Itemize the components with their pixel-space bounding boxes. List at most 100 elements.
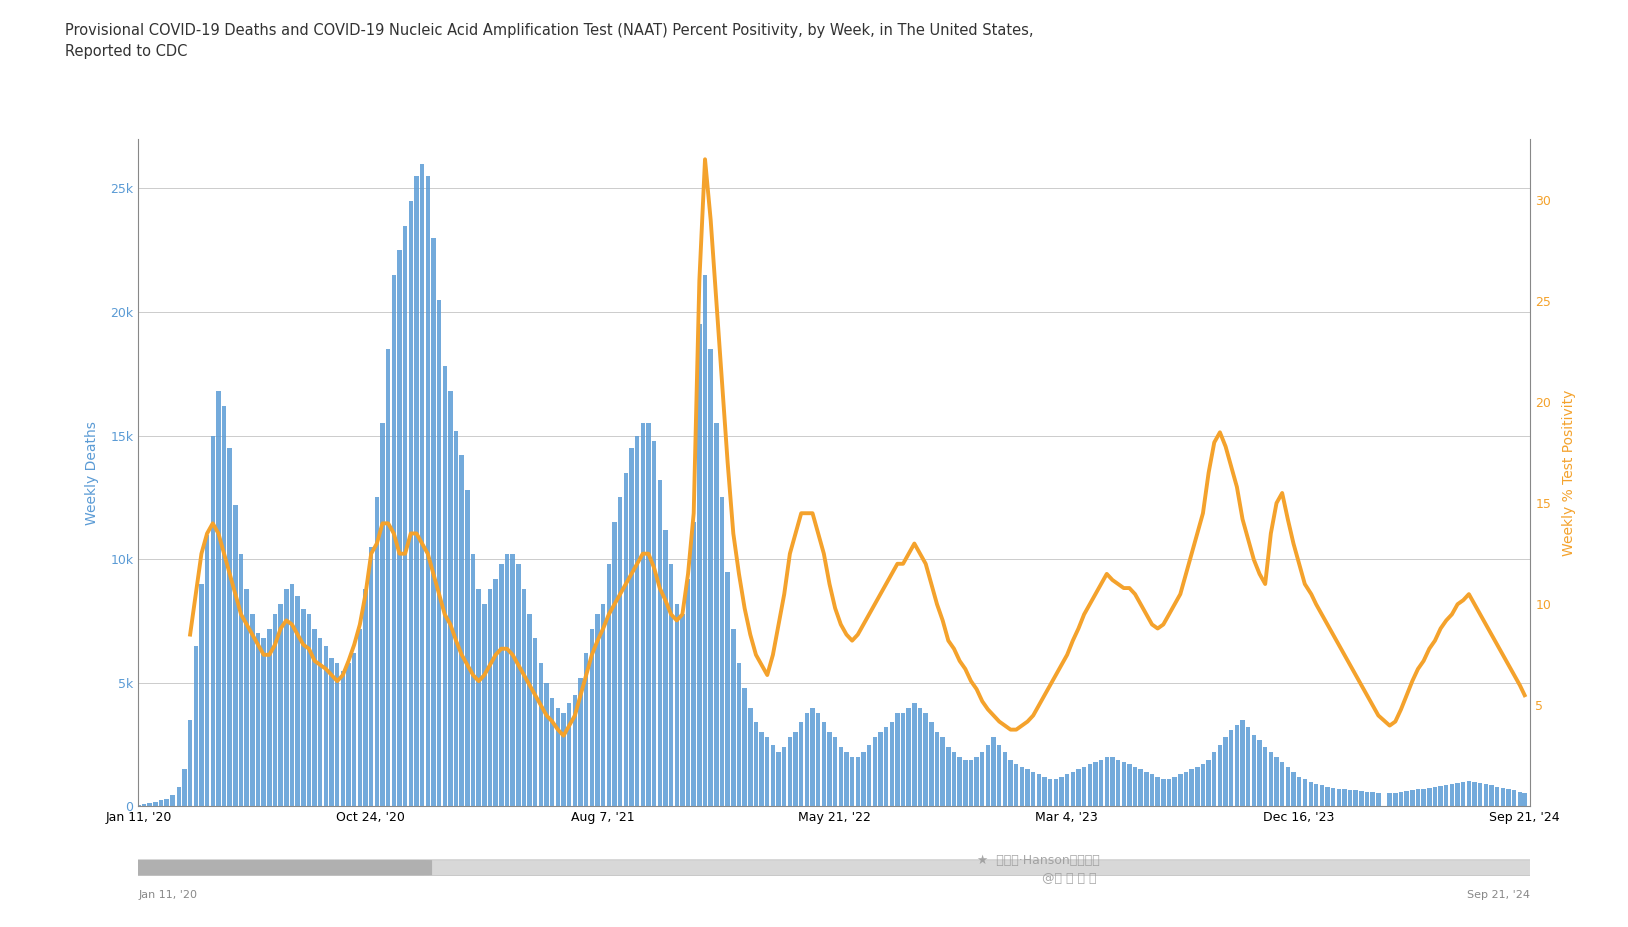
Bar: [584, 654, 588, 806]
Bar: [1019, 767, 1024, 806]
Bar: [991, 737, 996, 806]
Bar: [1522, 793, 1527, 806]
Bar: [562, 713, 567, 806]
Bar: [952, 752, 956, 806]
Bar: [313, 629, 317, 806]
Bar: [397, 250, 402, 806]
Bar: [1211, 752, 1216, 806]
Bar: [1206, 759, 1211, 806]
Bar: [1060, 777, 1063, 806]
Bar: [781, 747, 786, 806]
Bar: [290, 584, 295, 806]
Bar: [1071, 772, 1074, 806]
Y-axis label: Weekly % Test Positivity: Weekly % Test Positivity: [1563, 389, 1576, 556]
Text: Provisional COVID-19 Deaths and COVID-19 Nucleic Acid Amplification Test (NAAT) : Provisional COVID-19 Deaths and COVID-19…: [65, 23, 1034, 59]
Bar: [567, 703, 571, 806]
Bar: [1161, 780, 1166, 806]
Bar: [539, 663, 544, 806]
Bar: [1133, 767, 1138, 806]
Bar: [409, 201, 414, 806]
Bar: [777, 752, 781, 806]
Bar: [1455, 782, 1460, 806]
Bar: [975, 757, 978, 806]
Bar: [1353, 791, 1358, 806]
Bar: [946, 747, 951, 806]
Bar: [1195, 767, 1200, 806]
Bar: [1110, 757, 1115, 806]
Bar: [1229, 730, 1234, 806]
Bar: [1495, 787, 1499, 806]
Bar: [1478, 783, 1483, 806]
Bar: [658, 480, 663, 806]
Bar: [1065, 774, 1070, 806]
Bar: [708, 349, 713, 806]
Bar: [1156, 777, 1159, 806]
Bar: [1003, 752, 1008, 806]
Bar: [742, 688, 747, 806]
Bar: [228, 448, 231, 806]
Bar: [425, 176, 430, 806]
Y-axis label: Weekly Deaths: Weekly Deaths: [85, 421, 99, 525]
Bar: [1042, 777, 1047, 806]
Bar: [1223, 737, 1228, 806]
Bar: [459, 455, 464, 806]
Bar: [1026, 769, 1031, 806]
Bar: [1483, 784, 1488, 806]
Bar: [454, 431, 457, 806]
Bar: [217, 391, 221, 806]
Bar: [283, 589, 288, 806]
Bar: [267, 629, 272, 806]
Bar: [612, 522, 617, 806]
Bar: [335, 663, 340, 806]
Bar: [573, 695, 576, 806]
Bar: [1144, 772, 1149, 806]
Bar: [1416, 789, 1420, 806]
Bar: [1122, 762, 1127, 806]
Bar: [1376, 793, 1381, 806]
Bar: [1241, 720, 1245, 806]
Bar: [392, 275, 396, 806]
Bar: [1302, 780, 1307, 806]
Bar: [1371, 793, 1376, 806]
Bar: [669, 565, 674, 806]
Bar: [884, 728, 889, 806]
Bar: [1088, 765, 1092, 806]
Bar: [187, 720, 192, 806]
Bar: [1275, 757, 1278, 806]
Bar: [804, 713, 809, 806]
Bar: [1245, 728, 1250, 806]
Text: @昭 朝 观 察: @昭 朝 观 察: [1042, 872, 1096, 885]
Bar: [381, 424, 384, 806]
Bar: [169, 795, 174, 806]
Bar: [1506, 789, 1511, 806]
Bar: [715, 424, 718, 806]
Bar: [1218, 744, 1223, 806]
Bar: [1014, 765, 1019, 806]
Bar: [1104, 757, 1109, 806]
Bar: [516, 565, 521, 806]
Bar: [589, 629, 594, 806]
Bar: [1433, 787, 1438, 806]
Bar: [1337, 789, 1341, 806]
Bar: [895, 713, 900, 806]
Bar: [1138, 769, 1143, 806]
Bar: [861, 752, 866, 806]
Bar: [443, 366, 448, 806]
Bar: [930, 722, 933, 806]
Bar: [1190, 769, 1193, 806]
Bar: [194, 646, 199, 806]
Bar: [527, 614, 532, 806]
Bar: [765, 737, 770, 806]
Bar: [1298, 777, 1301, 806]
Bar: [816, 713, 821, 806]
Bar: [674, 603, 679, 806]
Bar: [555, 707, 560, 806]
Bar: [256, 633, 260, 806]
Bar: [221, 406, 226, 806]
Bar: [726, 572, 729, 806]
Bar: [731, 629, 736, 806]
Bar: [703, 275, 707, 806]
Bar: [370, 547, 373, 806]
Bar: [436, 299, 441, 806]
Bar: [1053, 780, 1058, 806]
